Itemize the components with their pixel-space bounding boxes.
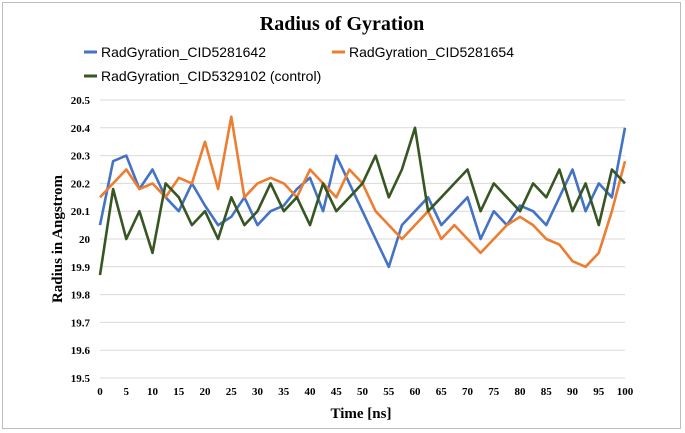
y-axis-ticks: 19.5 19.6 19.7 19.8 19.9 20 20.1 20.2 20.3 20.4 20… — [71, 95, 91, 385]
x-tick-label: 80 — [515, 386, 527, 398]
x-tick-label: 60 — [410, 386, 422, 398]
x-tick-label: 0 — [97, 386, 103, 398]
series-line-cid5281654 — [99, 115, 627, 269]
y-tick-label: 19.9 — [71, 262, 91, 274]
y-tick-label: 20.5 — [71, 95, 91, 107]
series-lines — [98, 115, 627, 276]
x-axis-label: Time [ns] — [331, 406, 392, 422]
x-tick-label: 10 — [147, 386, 159, 398]
x-tick-label: 5 — [124, 386, 130, 398]
x-tick-label: 40 — [305, 386, 317, 398]
x-tick-label: 30 — [252, 386, 264, 398]
x-tick-label: 25 — [226, 386, 238, 398]
series-line-cid5329102 — [98, 126, 626, 276]
x-tick-label: 20 — [200, 386, 212, 398]
x-tick-label: 15 — [173, 386, 185, 398]
x-tick-label: 95 — [593, 386, 605, 398]
y-tick-label: 20.3 — [71, 151, 91, 163]
chart-frame — [2, 2, 681, 429]
chart-title: Radius of Gyration — [260, 13, 424, 35]
x-tick-label: 65 — [436, 386, 448, 398]
x-tick-label: 85 — [541, 386, 553, 398]
x-tick-label: 100 — [617, 386, 634, 398]
x-tick-label: 50 — [357, 386, 369, 398]
y-tick-label: 20.4 — [71, 123, 91, 135]
legend-label-cid5329102: RadGyration_CID5329102 (control) — [101, 68, 321, 84]
y-tick-label: 20.1 — [71, 206, 90, 218]
x-tick-label: 55 — [383, 386, 395, 398]
legend: RadGyration_CID5281642 RadGyration_CID52… — [84, 44, 514, 84]
x-tick-label: 70 — [462, 386, 474, 398]
x-tick-label: 45 — [331, 386, 343, 398]
y-axis-label: Radius in Angstrom — [50, 174, 66, 303]
x-axis-ticks: 0 5 10 15 20 25 30 35 40 45 50 55 60 65 70 75 80 85 90 95 10… — [97, 386, 634, 398]
y-tick-label: 20 — [79, 234, 91, 246]
x-tick-label: 90 — [567, 386, 579, 398]
y-tick-label: 19.7 — [71, 317, 91, 329]
x-tick-label: 35 — [278, 386, 290, 398]
x-tick-label: 75 — [488, 386, 500, 398]
legend-label-cid5281642: RadGyration_CID5281642 — [101, 44, 266, 60]
legend-label-cid5281654: RadGyration_CID5281654 — [349, 44, 514, 60]
y-tick-label: 19.8 — [71, 290, 91, 302]
y-tick-label: 20.2 — [71, 178, 91, 190]
y-tick-label: 19.5 — [71, 373, 91, 385]
y-tick-label: 19.6 — [71, 345, 91, 357]
series-line-cid5281642 — [98, 127, 627, 269]
